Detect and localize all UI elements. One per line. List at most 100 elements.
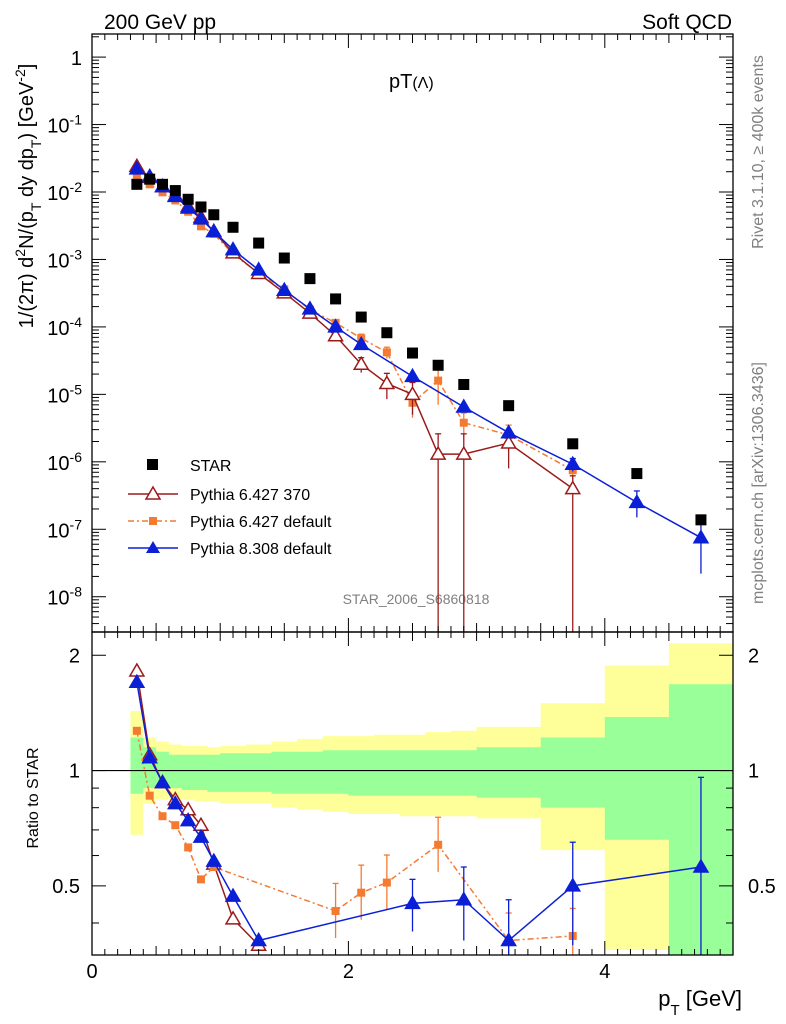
ratio-p6-default-point [196,875,205,884]
ratio-p6-default-point [434,840,443,849]
ratio-p6-default-point [132,726,141,735]
main-y-tick-label: 10-1 [47,112,82,138]
p6-370-point [352,355,370,370]
x-tick-label: 2 [343,961,354,983]
legend-p6-default-label: Pythia 6.427 default [190,514,332,531]
ratio-p8-default-point [141,749,158,764]
p6-370-point [378,374,396,390]
legend-p6-370-marker [144,485,162,500]
header-right: Soft QCD [642,11,732,34]
star-point [695,514,707,526]
ratio-p8-default-point [455,891,473,906]
main-panel-data [128,157,710,632]
x-tick-label: 0 [86,961,97,983]
p8-default-point [628,493,646,509]
p6-370-point [429,445,447,460]
star-point [381,327,393,339]
ratio-p6-default-point [382,878,391,887]
p6-default-point [382,348,391,357]
main-y-tick-label: 10-6 [47,449,82,475]
main-y-tick-label: 10-7 [47,516,82,542]
main-y-tick-label: 10-2 [47,179,82,205]
p8-default-point [205,222,223,238]
p8-default-point [224,241,242,256]
p8-default-point [301,300,319,315]
star-point [432,359,444,371]
p6-370-point [564,480,582,495]
star-point [253,237,265,249]
p8-default-point [192,210,210,225]
ratio-p8-default-point [179,812,197,827]
ratio-y-tick-label-right: 1 [748,761,759,783]
ratio-y-tick-label: 0.5 [52,876,80,898]
p6-default-point [132,173,141,182]
p8-default-point [500,424,517,439]
ratio-p8-default-point [500,932,517,947]
legend-star-marker [147,459,158,470]
ratio-p8-default-point [154,774,171,789]
p6-370-point [500,434,517,449]
ratio-p6-default-point [158,812,167,821]
title-main: pT [389,71,412,93]
title-paren: (Λ) [412,75,433,92]
x-axis-label: pT [GeV] [658,986,742,1019]
ratio-p6-default-point [209,863,218,872]
star-point [503,400,515,412]
star-point [304,273,316,285]
ratio-p8-default-point [250,932,267,947]
ratio-y-tick-label: 2 [69,645,80,667]
p6-370-point [455,445,473,460]
p8-default-point [179,199,197,214]
star-point [208,209,220,221]
star-point [144,173,156,185]
ratio-p8-default-point [192,828,210,843]
legend-p8-default-label: Pythia 8.308 default [190,541,332,558]
ratio-p8-default-point [128,673,146,689]
p8-default-line [136,168,702,539]
p6-370-point [327,327,344,342]
ratio-p6-370-line [136,670,260,946]
main-y-tick-label: 10-8 [47,584,82,610]
x-tick-label: 4 [599,961,610,983]
p8-default-point [275,281,293,296]
ratio-ylabel: Ratio to STAR [25,747,42,848]
p6-default-point [196,222,205,231]
ratio-p8-default-point [205,852,223,867]
ratio-p6-default-point [357,888,366,897]
legend-p6-370-label: Pythia 6.427 370 [190,487,310,504]
star-point [195,201,207,213]
p8-default-point [352,335,370,351]
p6-370-point [404,385,421,401]
side-label-rivet: Rivet 3.1.10, ≥ 400k events [750,55,767,249]
ratio-p6-default-point [184,843,193,852]
ratio-panel-data [92,662,733,955]
ratio-uncertainty-bands [130,643,733,955]
star-point [458,379,470,391]
chart-title: pT(Λ) [389,71,434,93]
star-point [157,178,169,190]
main-y-tick-label: 10-5 [47,381,82,407]
ratio-y-tick-label-right: 2 [748,645,759,667]
ratio-p6-default-point [331,906,340,915]
ratio-p8-default-point [564,877,582,892]
star-point [330,293,342,305]
p8-default-point [128,160,146,175]
p8-default-point [404,367,421,383]
analysis-watermark: STAR_2006_S6860818 [343,591,490,607]
ratio-p8-default-point [224,887,242,902]
legend-p8-default-marker [146,541,160,553]
star-point [227,221,239,233]
p8-default-point [327,318,344,333]
p8-default-point [250,261,267,276]
main-ylabel: 1/(2π) d2N/(pT dy dpT) [GeV-2] [12,64,44,329]
star-point [631,468,643,480]
star-point [182,193,194,205]
main-y-tick-label: 1 [71,48,82,70]
p6-default-point [434,376,443,385]
ratio-p8-default-point [404,894,421,910]
ratio-y-tick-label: 1 [69,761,80,783]
ratio-p8-default-point [167,795,184,810]
header-left: 200 GeV pp [104,11,216,34]
star-point [567,438,579,450]
